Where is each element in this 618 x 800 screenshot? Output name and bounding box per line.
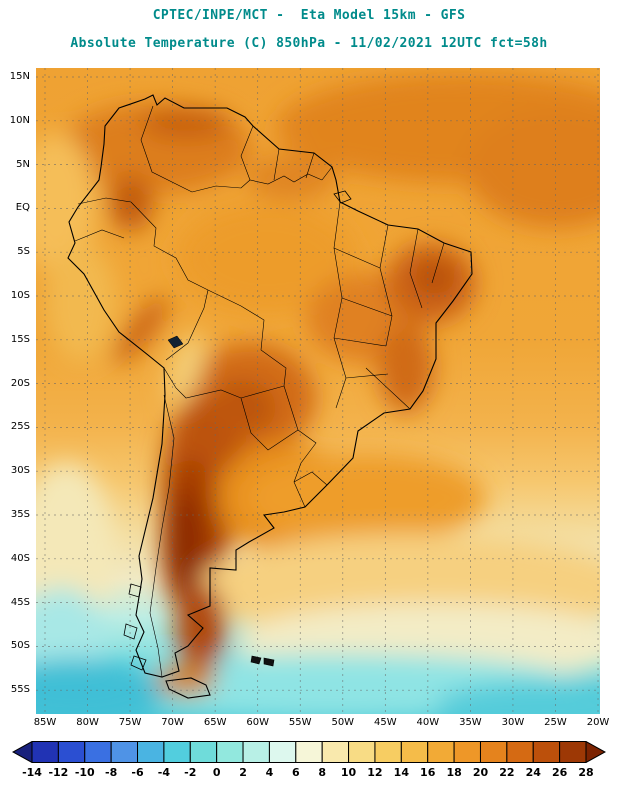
colorbar-tick-16: 16	[420, 766, 436, 779]
lon-label-50W: 50W	[331, 717, 355, 728]
lon-label-65W: 65W	[203, 717, 227, 728]
marajo-island	[333, 190, 352, 204]
colorbar-tick-26: 26	[551, 766, 568, 779]
colorbar-tick--4: -4	[157, 766, 171, 779]
plot-area	[36, 68, 600, 714]
lat-label-45S: 45S	[10, 596, 30, 608]
colorbar-tick-24: 24	[525, 766, 541, 779]
colorbar-tick-18: 18	[446, 766, 462, 779]
colorbar-tick-20: 20	[472, 766, 489, 779]
colorbar-tick--2: -2	[184, 766, 197, 779]
gridlines-layer	[36, 68, 600, 714]
lon-label-85W: 85W	[33, 717, 57, 728]
lon-label-45W: 45W	[374, 717, 397, 728]
lon-label-30W: 30W	[501, 717, 525, 728]
page-subtitle: Absolute Temperature (C) 850hPa - 11/02/…	[70, 36, 548, 51]
lat-label-EQ: EQ	[15, 202, 30, 214]
colorbar-tick-12: 12	[367, 766, 383, 779]
lat-label-10N: 10N	[9, 114, 30, 126]
lat-label-10S: 10S	[10, 290, 30, 301]
lat-label-15S: 15S	[10, 333, 30, 345]
lon-label-55W: 55W	[288, 717, 312, 728]
falkland-islands	[250, 655, 275, 667]
colorbar-tick--14: -14	[22, 766, 42, 779]
lon-label-80W: 80W	[76, 717, 99, 728]
south-america-temperature-map	[36, 68, 600, 714]
temperature-field	[36, 73, 600, 714]
lon-label-40W: 40W	[416, 717, 440, 728]
lat-label-20S: 20S	[10, 377, 30, 389]
colorbar-tick-0: 0	[212, 766, 221, 779]
lat-label-30S: 30S	[10, 465, 30, 477]
lon-label-35W: 35W	[459, 717, 482, 728]
lat-label-15N: 15N	[9, 71, 30, 82]
lon-label-75W: 75W	[118, 717, 142, 728]
chilean-islands	[123, 583, 147, 671]
lake-titicaca	[167, 335, 184, 349]
colorbar-tick-22: 22	[499, 766, 515, 779]
tierra-del-fuego	[165, 677, 211, 699]
colorbar-tick--6: -6	[131, 766, 144, 779]
longitude-axis: 85W 80W 75W 70W 65W 60W 55W 50W 45W 40W 35W 30W 25W 2…	[33, 717, 610, 731]
colorbar-labels: -14 -12 -10 -8 -6 -4 -2 0 2 4 6 8 10 12 14 16 18 20 22 24 26…	[12, 766, 606, 780]
lat-label-5N: 5N	[16, 158, 30, 170]
colorbar-tick-6: 6	[291, 766, 300, 779]
lat-label-40S: 40S	[10, 552, 30, 564]
lon-label-20W: 20W	[586, 717, 610, 728]
colorbar-tick-10: 10	[340, 766, 357, 779]
lat-label-50S: 50S	[10, 640, 30, 652]
colorbar-tick--12: -12	[48, 766, 69, 779]
colorbar-tick--8: -8	[105, 766, 118, 779]
lat-label-5S: 5S	[17, 246, 30, 258]
lat-label-55S: 55S	[10, 684, 30, 696]
lat-label-25S: 25S	[10, 421, 30, 433]
colorbar-tick-8: 8	[318, 766, 327, 779]
colorbar-tick--10: -10	[74, 766, 95, 779]
lat-label-35S: 35S	[10, 509, 30, 520]
colorbar-tick-2: 2	[239, 766, 247, 779]
lon-label-60W: 60W	[246, 717, 269, 728]
lon-label-25W: 25W	[544, 717, 567, 728]
latitude-axis: 15N 10N 5N EQ 5S 10S 15S 20S 25S 30S 35S 40S 45S 50S 5…	[0, 68, 33, 714]
colorbar-tick-28: 28	[578, 766, 594, 779]
colorbar-tick-4: 4	[265, 766, 274, 779]
colorbar-svg	[11, 740, 607, 764]
lon-label-70W: 70W	[161, 717, 184, 728]
page-title: CPTEC/INPE/MCT - Eta Model 15km - GFS	[152, 8, 466, 23]
colorbar-tick-14: 14	[393, 766, 409, 779]
country-borders-layer	[74, 105, 445, 678]
colorbar	[11, 740, 607, 764]
